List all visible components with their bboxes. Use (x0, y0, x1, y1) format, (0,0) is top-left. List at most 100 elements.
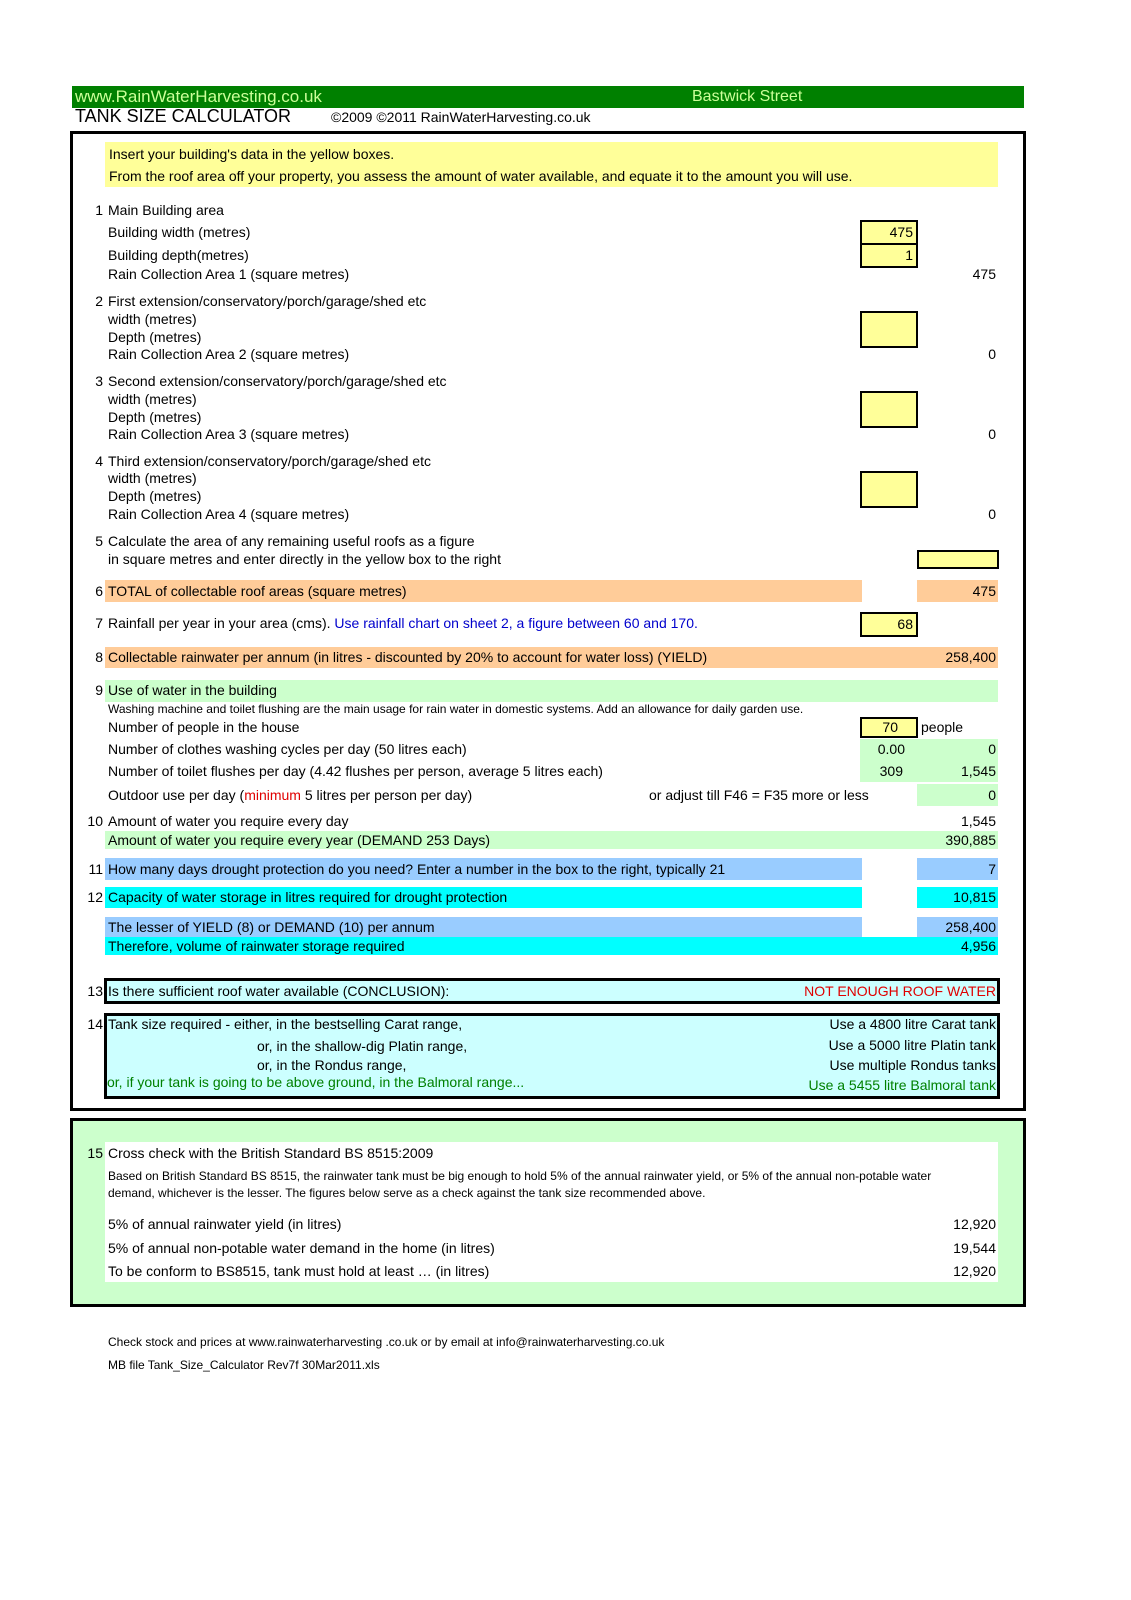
row-number: 14 (87, 1016, 103, 1032)
outdoor-text: Outdoor use per day ( (108, 787, 245, 803)
field-label: Rain Collection Area 2 (square metres) (108, 346, 350, 362)
building-width-input[interactable]: 475 (860, 220, 918, 245)
yield-5pct-value: 12,920 (953, 1216, 996, 1232)
conclusion-box (104, 978, 1000, 1004)
conclusion-value: NOT ENOUGH ROOF WATER (804, 983, 996, 999)
row-number: 7 (95, 615, 103, 631)
calculator-box (70, 131, 1026, 1111)
usage-note: Washing machine and toilet flushing are … (108, 702, 804, 716)
people-input[interactable]: 70 (860, 717, 918, 738)
yearly-demand-value: 390,885 (945, 832, 996, 848)
yield-label: Collectable rainwater per annum (in litr… (108, 649, 708, 665)
toilet-litres-value: 1,545 (960, 763, 996, 779)
rondus-recommendation: Use multiple Rondus tanks (829, 1057, 996, 1073)
field-label: Number of toilet flushes per day (4.42 f… (108, 763, 603, 779)
rondus-label: or, in the Rondus range, (257, 1057, 407, 1073)
area-2-value: 0 (988, 346, 996, 362)
field-label: width (metres) (108, 391, 197, 407)
extension-3-input[interactable] (860, 471, 918, 508)
usage-header-bg (105, 680, 998, 702)
row-number: 5 (95, 533, 103, 549)
tank-recommendation-box (104, 1013, 1000, 1099)
row-number: 1 (95, 202, 103, 218)
yield-row-bg (105, 647, 998, 668)
platin-recommendation: Use a 5000 litre Platin tank (828, 1037, 996, 1053)
field-label: 5% of annual rainwater yield (in litres) (108, 1216, 342, 1232)
row-number: 2 (95, 293, 103, 309)
bs8515-panel (105, 1142, 998, 1282)
usage-values-bg (860, 739, 998, 782)
total-value-cell (917, 580, 998, 602)
outdoor-value-bg (917, 784, 998, 806)
site-name: www.RainWaterHarvesting.co.uk (75, 87, 322, 106)
capacity-label: Capacity of water storage in litres requ… (108, 889, 508, 905)
capacity-value: 10,815 (953, 889, 996, 905)
section-title: Main Building area (108, 202, 224, 218)
field-label: Number of people in the house (108, 719, 300, 735)
extension-2-input[interactable] (860, 391, 918, 428)
washing-cycles-value: 0.00 (877, 741, 905, 757)
bs8515-description: demand, whichever is the lesser. The fig… (108, 1186, 706, 1200)
rainfall-hint: Use rainfall chart on sheet 2, a figure … (334, 615, 698, 631)
extension-1-input[interactable] (860, 311, 918, 348)
lesser-value: 258,400 (945, 919, 996, 935)
field-label: Depth (metres) (108, 409, 202, 425)
row-number: 3 (95, 373, 103, 389)
copyright: ©2009 ©2011 RainWaterHarvesting.co.uk (331, 109, 591, 125)
row-number: 10 (87, 813, 103, 829)
area-4-value: 0 (988, 506, 996, 522)
section-title: Second extension/conservatory/porch/gara… (108, 373, 447, 389)
balmoral-label: or, if your tank is going to be above gr… (107, 1074, 525, 1090)
carat-recommendation: Use a 4800 litre Carat tank (829, 1016, 996, 1032)
lesser-value-bg (917, 917, 998, 937)
footer-file-info: MB file Tank_Size_Calculator Rev7f 30Mar… (108, 1358, 380, 1372)
section-title: Cross check with the British Standard BS… (108, 1145, 434, 1161)
lesser-label-bg (105, 917, 862, 937)
intro-line-2: From the roof area off your property, yo… (109, 168, 853, 184)
row-number: 9 (95, 682, 103, 698)
storage-label: Therefore, volume of rainwater storage r… (108, 938, 405, 954)
yield-value: 258,400 (945, 649, 996, 665)
carat-label: Tank size required - either, in the best… (108, 1016, 463, 1032)
field-label: 5% of annual non-potable water demand in… (108, 1240, 495, 1256)
toilet-flushes-value: 309 (879, 763, 903, 779)
field-label: Depth (metres) (108, 329, 202, 345)
drought-label: How many days drought protection do you … (108, 861, 726, 877)
rainfall-text: Rainfall per year in your area (cms). (108, 615, 331, 631)
outdoor-minimum: minimum (244, 787, 301, 803)
drought-days-value: 7 (988, 861, 996, 877)
drought-input[interactable] (917, 858, 998, 880)
remaining-roof-input[interactable] (917, 550, 999, 569)
storage-value: 4,956 (960, 938, 996, 954)
footer-contact: Check stock and prices at www.rainwaterh… (108, 1335, 665, 1349)
row-number: 15 (87, 1145, 103, 1161)
field-label: Rain Collection Area 4 (square metres) (108, 506, 350, 522)
field-label: Amount of water you require every year (… (108, 832, 491, 848)
field-label: Building width (metres) (108, 224, 251, 240)
row-number: 8 (95, 649, 103, 665)
total-roof-area: 475 (972, 583, 996, 599)
row-number: 13 (87, 983, 103, 999)
section-title: Use of water in the building (108, 682, 277, 698)
rainfall-input[interactable]: 68 (860, 612, 918, 637)
bs8515-description: Based on British Standard BS 8515, the r… (108, 1169, 932, 1183)
section-title: Third extension/conservatory/porch/garag… (108, 453, 431, 469)
intro-line-1: Insert your building's data in the yello… (109, 146, 395, 162)
field-label: Number of clothes washing cycles per day… (108, 741, 467, 757)
people-unit: people (921, 719, 964, 735)
field-label: Amount of water you require every day (108, 813, 349, 829)
header-bar (72, 86, 1024, 108)
total-label: TOTAL of collectable roof areas (square … (108, 583, 407, 599)
outdoor-note: or adjust till F46 = F35 more or less (649, 787, 869, 803)
drought-label-bg (105, 858, 862, 880)
field-label: Depth (metres) (108, 488, 202, 504)
rainfall-label: Rainfall per year in your area (cms). Us… (108, 615, 698, 631)
storage-row-bg (105, 937, 998, 955)
field-label: width (metres) (108, 470, 197, 486)
capacity-value-bg (917, 887, 998, 908)
location-name: Bastwick Street (692, 88, 803, 105)
capacity-label-bg (105, 887, 862, 908)
building-depth-input[interactable]: 1 (860, 243, 918, 268)
field-label: width (metres) (108, 311, 197, 327)
